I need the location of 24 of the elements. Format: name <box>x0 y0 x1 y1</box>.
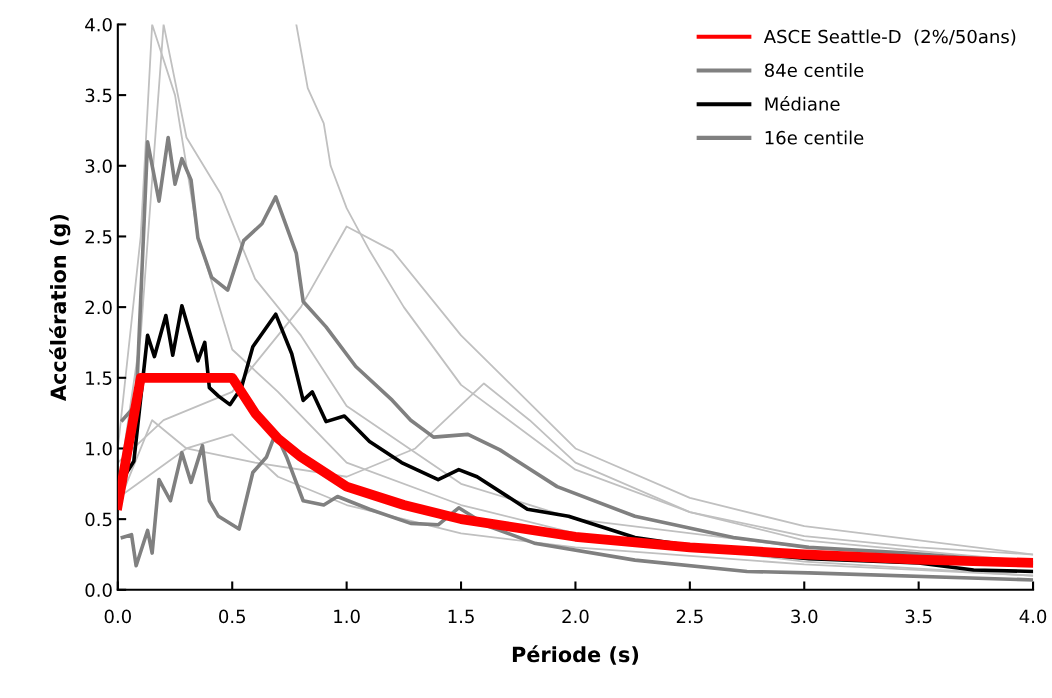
x-tick-label: 2.5 <box>676 609 703 624</box>
x-tick-label: 0.0 <box>104 609 131 624</box>
y-tick-label: 2.5 <box>85 229 112 244</box>
y-tick-label: 0.0 <box>85 583 112 597</box>
y-tick-label: 1.5 <box>86 371 112 385</box>
legend-label: 84e centile <box>764 63 864 78</box>
legend-label: Médiane <box>765 96 840 111</box>
y-tick-label: 1.0 <box>86 441 112 456</box>
y-tick-label: 2.0 <box>85 300 112 315</box>
x-tick-label: 3.5 <box>905 609 932 624</box>
y-tick-label: 3.5 <box>85 88 112 103</box>
x-tick-label: 1.5 <box>448 609 474 624</box>
x-axis-title: Période (s) <box>512 645 639 665</box>
x-tick-label: 2.0 <box>562 609 589 624</box>
y-axis-title: Accélération (g) <box>49 214 71 402</box>
y-tick-label: 3.0 <box>85 159 112 173</box>
legend-label: ASCE Seattle-D (2%/50ans) <box>763 29 1016 46</box>
x-tick-label: 1.0 <box>334 609 360 624</box>
x-tick-label: 0.5 <box>219 609 246 624</box>
y-tick-label: 0.5 <box>85 512 112 527</box>
y-tick-label: 4.0 <box>85 17 112 32</box>
legend-label: 16e centile <box>765 130 864 145</box>
x-tick-label: 3.0 <box>791 609 818 624</box>
x-tick-label: 4.0 <box>1019 609 1047 624</box>
